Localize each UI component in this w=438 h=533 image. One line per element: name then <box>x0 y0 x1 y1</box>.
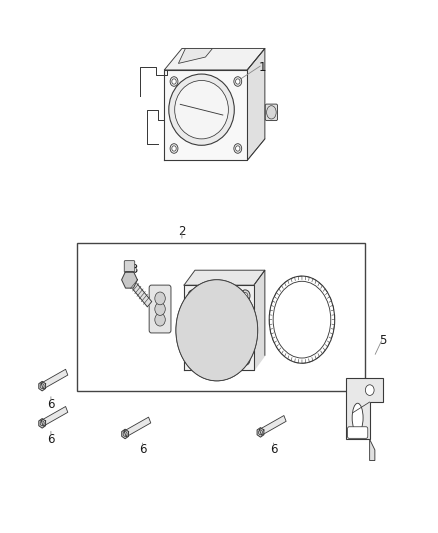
Circle shape <box>240 354 250 366</box>
Circle shape <box>172 146 176 151</box>
FancyBboxPatch shape <box>265 104 278 120</box>
Circle shape <box>234 77 242 86</box>
Circle shape <box>170 144 178 154</box>
FancyBboxPatch shape <box>347 427 368 438</box>
Polygon shape <box>184 270 265 285</box>
Ellipse shape <box>181 286 253 375</box>
Circle shape <box>155 313 165 326</box>
Circle shape <box>365 385 374 395</box>
Polygon shape <box>127 277 152 307</box>
Polygon shape <box>39 418 46 428</box>
Ellipse shape <box>175 80 228 139</box>
Text: 6: 6 <box>270 443 277 456</box>
Polygon shape <box>178 49 212 63</box>
Polygon shape <box>254 270 265 370</box>
Ellipse shape <box>194 303 239 358</box>
Ellipse shape <box>176 280 258 381</box>
Ellipse shape <box>176 280 258 381</box>
Polygon shape <box>346 378 383 439</box>
Polygon shape <box>124 417 151 437</box>
Polygon shape <box>39 381 46 391</box>
Polygon shape <box>164 70 247 160</box>
Circle shape <box>243 293 248 299</box>
Ellipse shape <box>169 74 234 146</box>
Ellipse shape <box>273 281 331 358</box>
Text: 4: 4 <box>300 308 308 321</box>
Polygon shape <box>184 285 254 370</box>
Polygon shape <box>259 416 286 435</box>
Text: 5: 5 <box>379 334 386 348</box>
Circle shape <box>188 290 198 302</box>
Circle shape <box>243 357 248 363</box>
Text: 6: 6 <box>139 443 146 456</box>
Ellipse shape <box>267 106 276 119</box>
Ellipse shape <box>352 403 363 432</box>
Circle shape <box>155 292 165 305</box>
Polygon shape <box>247 49 265 160</box>
Circle shape <box>172 79 176 84</box>
Circle shape <box>236 79 240 84</box>
Text: 6: 6 <box>47 433 55 446</box>
Polygon shape <box>257 427 264 437</box>
Ellipse shape <box>187 294 246 367</box>
Text: 2: 2 <box>178 225 186 238</box>
FancyBboxPatch shape <box>149 285 171 333</box>
Polygon shape <box>122 429 128 439</box>
Bar <box>77 243 365 391</box>
Polygon shape <box>41 369 68 389</box>
Polygon shape <box>122 271 138 288</box>
Circle shape <box>170 77 178 86</box>
Circle shape <box>234 144 242 154</box>
Circle shape <box>190 357 195 363</box>
Polygon shape <box>370 439 375 461</box>
Circle shape <box>240 290 250 302</box>
Polygon shape <box>164 49 265 70</box>
Circle shape <box>190 293 195 299</box>
Circle shape <box>236 146 240 151</box>
Ellipse shape <box>269 276 335 364</box>
Circle shape <box>188 354 198 366</box>
Circle shape <box>155 303 165 316</box>
Polygon shape <box>41 407 68 426</box>
Text: 1: 1 <box>259 61 266 74</box>
FancyBboxPatch shape <box>124 261 135 272</box>
Text: 6: 6 <box>47 398 55 411</box>
Text: 3: 3 <box>130 263 138 276</box>
